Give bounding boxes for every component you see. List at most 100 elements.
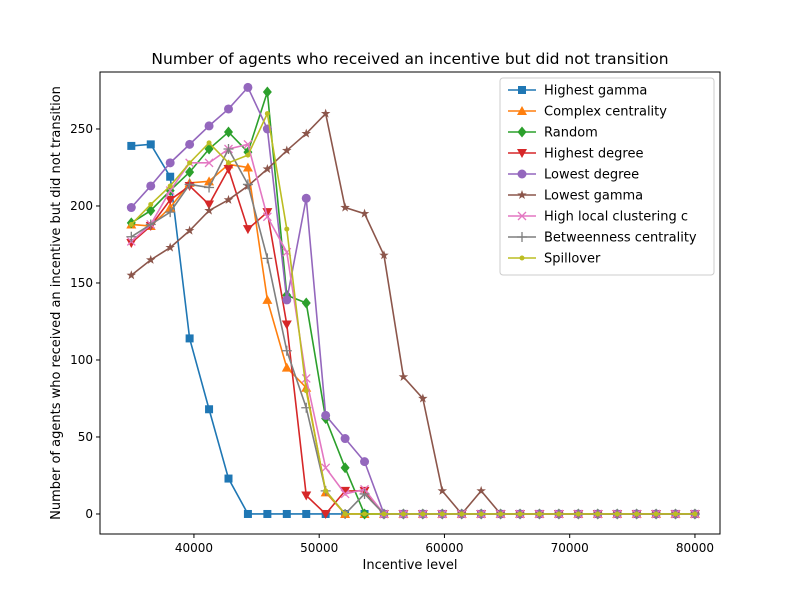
axes-frame: [99, 71, 721, 535]
data-point: [146, 140, 155, 149]
legend-marker: [517, 211, 527, 221]
data-point: [340, 462, 350, 474]
data-point: [536, 511, 542, 517]
data-point: [204, 205, 214, 215]
legend-box: [499, 77, 715, 276]
legend-entry: Spillover: [508, 252, 601, 267]
data-point: [398, 371, 409, 381]
data-point: [282, 509, 291, 518]
plot-area: [126, 82, 700, 520]
data-point: [185, 334, 194, 343]
legend-label: Lowest degree: [544, 168, 639, 183]
data-point: [301, 491, 312, 501]
data-point: [556, 511, 562, 517]
data-point: [187, 160, 193, 166]
legend-entry: Highest gamma: [508, 84, 647, 99]
data-point: [302, 509, 311, 518]
data-point: [165, 158, 175, 168]
chart-title: Number of agents who received an incenti…: [151, 50, 668, 68]
data-point: [321, 410, 331, 420]
data-point: [126, 231, 137, 242]
y-tick-label: 50: [78, 430, 93, 444]
data-point: [184, 225, 195, 235]
data-point: [128, 221, 134, 227]
data-point: [262, 164, 273, 174]
data-point: [127, 141, 136, 150]
legend-label: Highest gamma: [544, 84, 647, 99]
data-point: [126, 238, 137, 248]
legend-marker: [517, 169, 527, 179]
data-point: [342, 511, 348, 517]
data-point: [165, 195, 176, 205]
data-point: [204, 121, 214, 131]
data-point: [459, 511, 465, 517]
data-point: [340, 434, 350, 444]
data-point: [321, 463, 331, 473]
data-point: [223, 104, 233, 114]
data-point: [205, 405, 214, 414]
data-point: [284, 226, 290, 232]
legend-marker: [518, 86, 526, 94]
legend-marker: [517, 149, 527, 158]
y-tick-label: 0: [85, 507, 93, 521]
data-point: [692, 511, 698, 517]
data-point: [359, 208, 370, 218]
data-point: [146, 181, 156, 191]
data-point: [303, 388, 309, 394]
data-point: [223, 165, 234, 175]
data-point: [476, 485, 486, 495]
legend-label: Betweenness centrality: [544, 231, 697, 246]
data-point: [225, 160, 231, 166]
x-tick-label: 50000: [300, 541, 338, 555]
data-point: [517, 511, 523, 517]
data-point: [224, 474, 233, 483]
data-point: [223, 194, 234, 204]
y-axis-label: Number of agents who received an incenti…: [49, 86, 64, 520]
legend-entry: Complex centrality: [508, 105, 667, 120]
legend-marker: [517, 106, 527, 115]
legend-entry: Highest degree: [508, 147, 643, 162]
data-point: [262, 294, 273, 304]
data-point: [281, 362, 292, 372]
data-point: [420, 511, 426, 517]
data-point: [478, 511, 484, 517]
data-point: [634, 511, 640, 517]
legend-label: Highest degree: [544, 147, 643, 162]
data-point: [614, 511, 620, 517]
data-point: [281, 345, 292, 356]
legend-entry: Random: [508, 126, 598, 141]
axis-ticks: 40000 50000 60000 70000 80000 0 50 100 150 200 250: [70, 122, 714, 555]
data-point: [320, 509, 331, 519]
series-line: [130, 110, 695, 515]
data-point: [243, 509, 252, 518]
data-point: [359, 488, 370, 499]
data-point: [282, 295, 292, 305]
x-axis-label: Incentive level: [363, 558, 458, 573]
data-point: [301, 374, 311, 383]
data-point: [262, 212, 272, 222]
data-point: [340, 489, 350, 499]
data-point: [165, 207, 176, 218]
data-point: [126, 270, 137, 280]
data-point: [673, 511, 679, 517]
data-point: [301, 297, 311, 309]
data-point: [575, 511, 581, 517]
data-point: [204, 182, 215, 193]
data-point: [243, 82, 253, 92]
data-point: [381, 511, 387, 517]
data-point: [340, 202, 350, 212]
data-point: [223, 144, 234, 154]
legend-marker: [517, 232, 527, 242]
data-point: [418, 393, 428, 403]
data-point: [148, 201, 154, 207]
legend-entry: Lowest degree: [508, 168, 639, 183]
data-point: [301, 128, 311, 138]
legend-entry: High local clustering c: [508, 210, 688, 225]
legend-label: Random: [544, 126, 598, 141]
data-point: [165, 242, 175, 252]
legend-label: Spillover: [544, 252, 601, 267]
data-point: [126, 203, 136, 213]
data-point: [301, 193, 311, 203]
legend-entry: Betweenness centrality: [508, 231, 697, 246]
data-point: [264, 111, 270, 117]
